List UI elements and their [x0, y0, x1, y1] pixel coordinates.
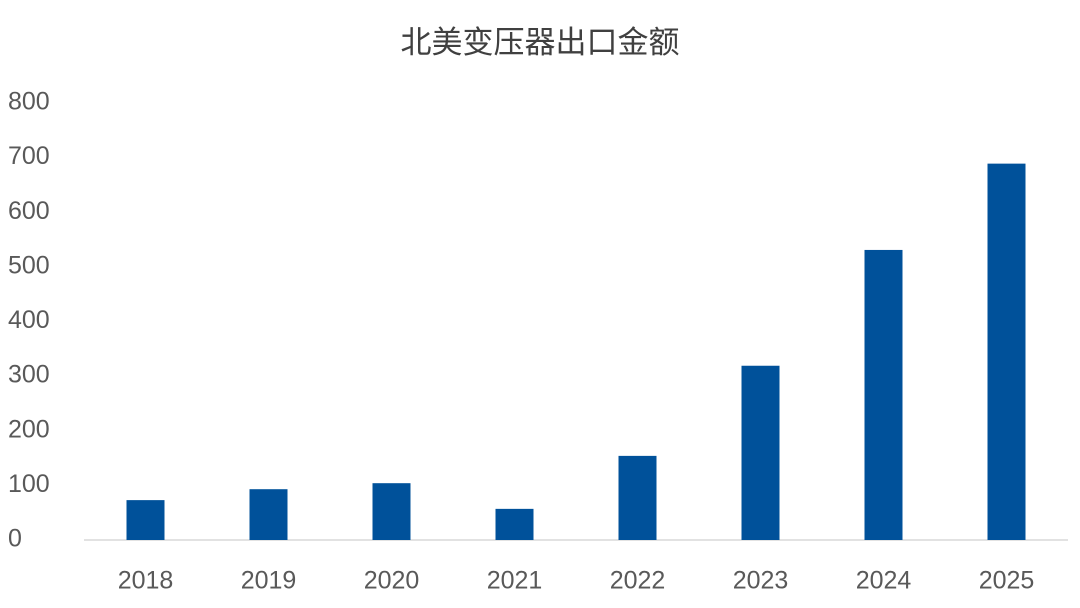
y-tick-label: 300 — [8, 361, 50, 389]
x-tick-label: 2019 — [241, 567, 297, 595]
bar — [126, 500, 165, 540]
x-tick-label: 2024 — [856, 567, 912, 595]
x-tick-label: 2020 — [364, 567, 420, 595]
y-tick-label: 100 — [8, 470, 50, 498]
x-tick-label: 2018 — [118, 567, 174, 595]
bar — [495, 508, 534, 540]
bar — [372, 483, 411, 540]
chart-title: 北美变压器出口金额 — [401, 25, 680, 60]
x-tick-label: 2023 — [733, 567, 789, 595]
bar — [864, 249, 903, 540]
y-tick-label: 700 — [8, 142, 50, 170]
bar — [741, 365, 780, 540]
x-tick-label: 2025 — [979, 567, 1035, 595]
y-tick-label: 500 — [8, 251, 50, 279]
y-tick-label: 600 — [8, 197, 50, 225]
bar — [249, 489, 288, 540]
bar — [618, 455, 657, 540]
y-tick-label: 0 — [8, 525, 22, 553]
bar — [987, 163, 1026, 541]
x-tick-label: 2022 — [610, 567, 666, 595]
y-tick-label: 800 — [8, 88, 50, 116]
x-tick-label: 2021 — [487, 567, 543, 595]
y-tick-label: 200 — [8, 415, 50, 443]
y-tick-label: 400 — [8, 306, 50, 334]
